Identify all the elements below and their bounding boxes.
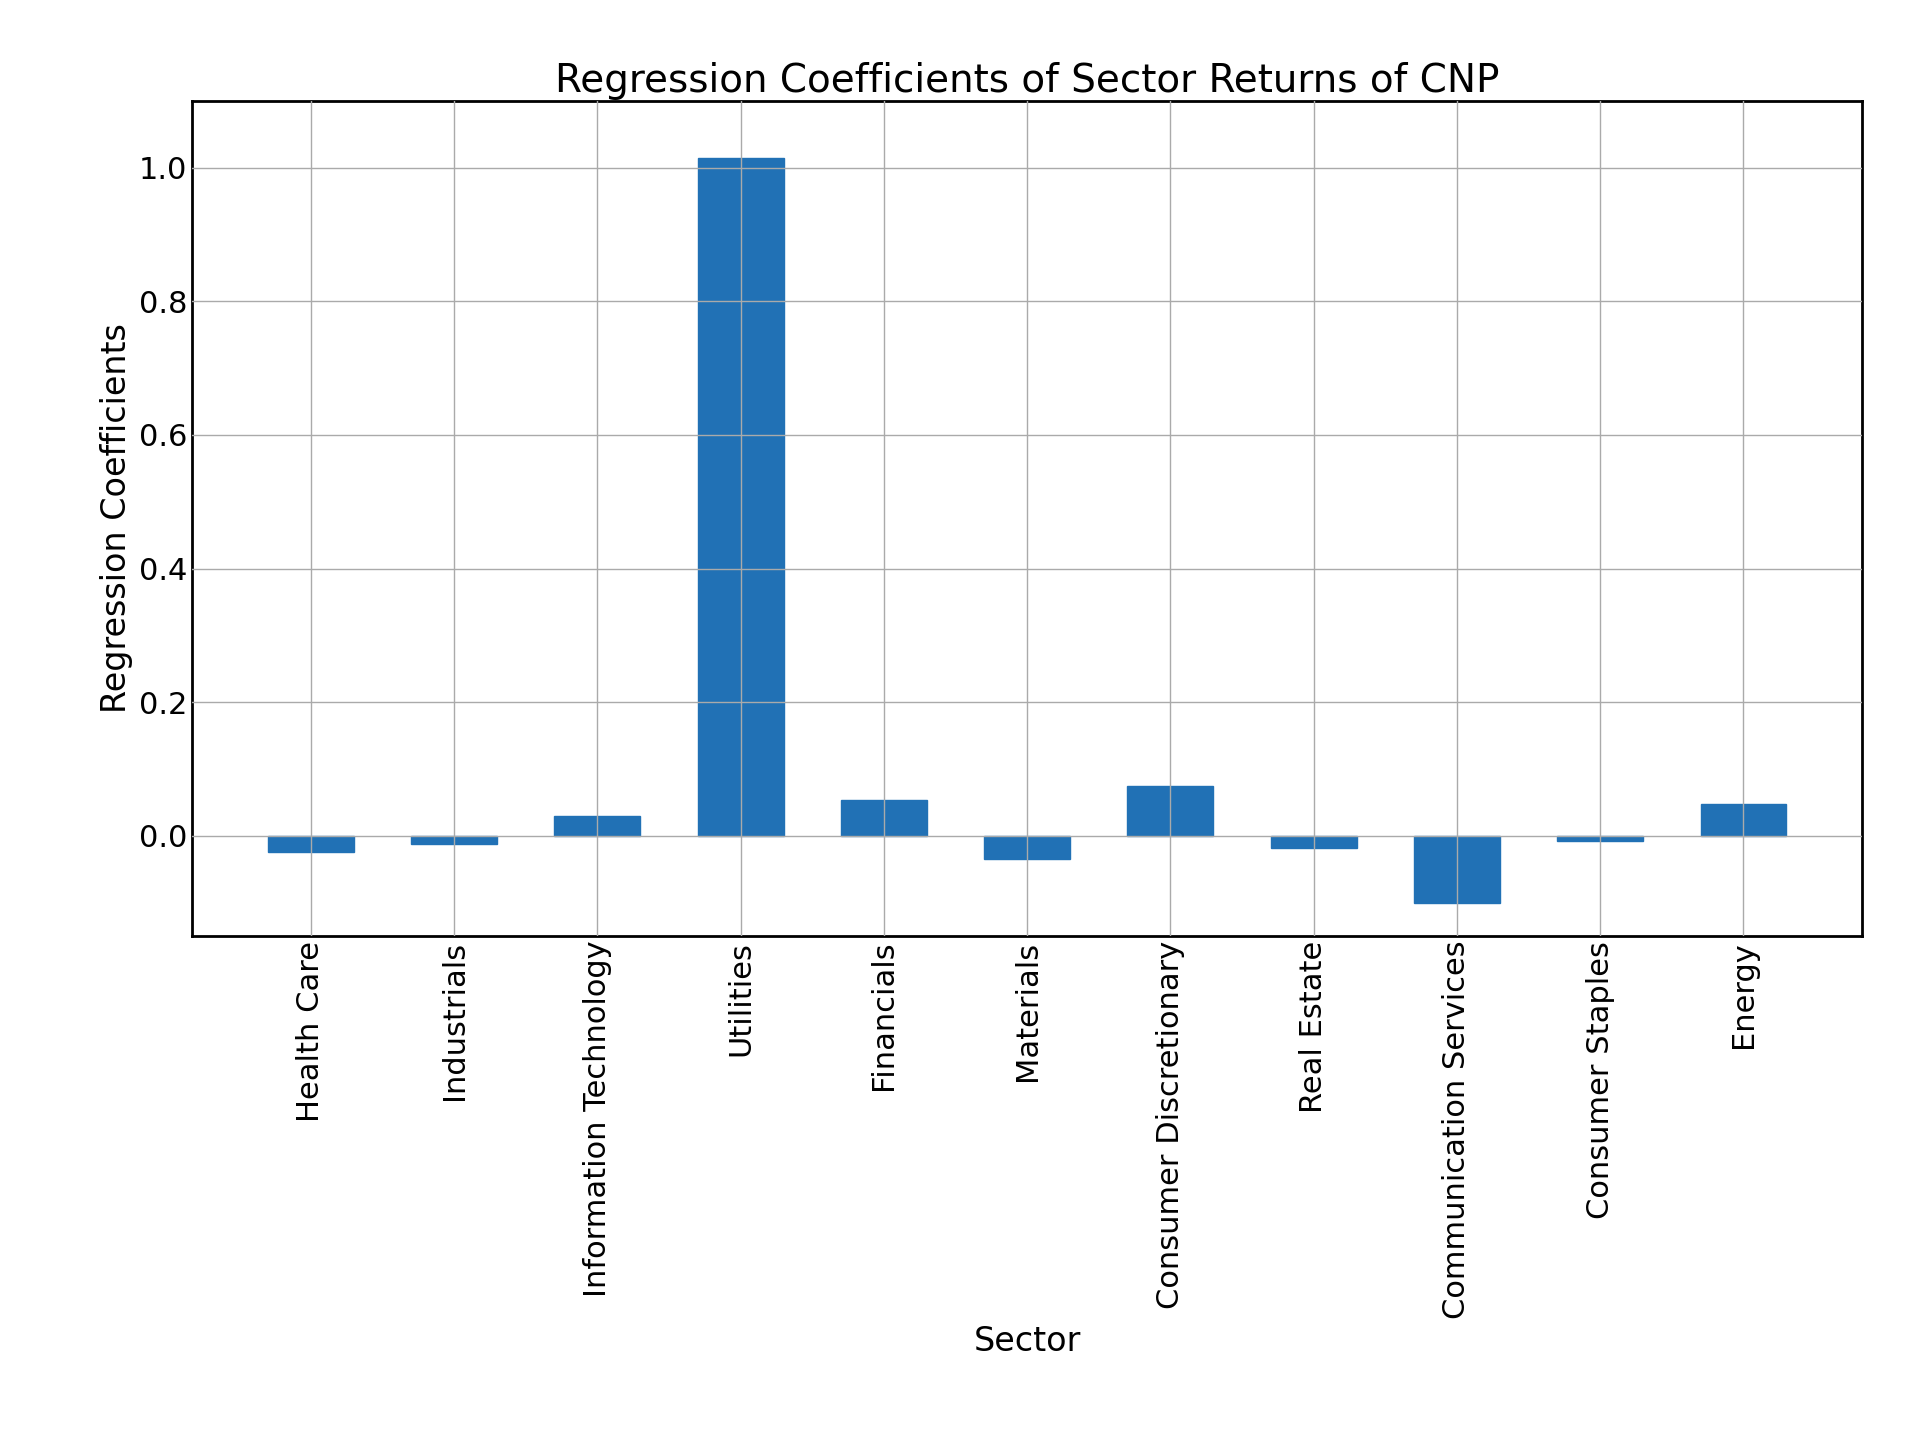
Bar [1271, 835, 1357, 848]
Bar [269, 835, 353, 852]
Bar [411, 835, 497, 844]
Bar [1413, 835, 1500, 903]
Bar [697, 157, 783, 835]
Title: Regression Coefficients of Sector Returns of CNP: Regression Coefficients of Sector Return… [555, 62, 1500, 101]
Bar [841, 801, 927, 835]
Bar [1701, 804, 1786, 835]
X-axis label: Sector: Sector [973, 1325, 1081, 1358]
Bar [555, 815, 641, 835]
Bar [1127, 786, 1213, 835]
Y-axis label: Regression Coefficients: Regression Coefficients [100, 324, 132, 713]
Bar [1557, 835, 1644, 841]
Bar [985, 835, 1069, 860]
